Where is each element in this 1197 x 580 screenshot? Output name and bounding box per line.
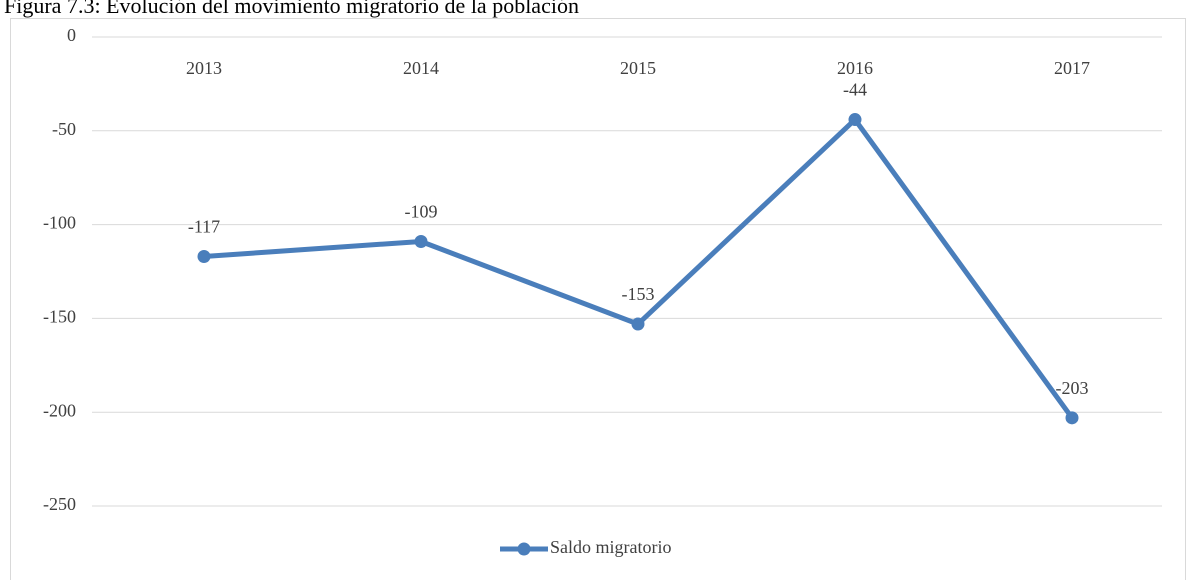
- y-tick-label: -100: [43, 213, 76, 233]
- data-label: -153: [622, 284, 655, 304]
- data-label: -117: [188, 217, 220, 237]
- chart-title: Figura 7.3: Evolución del movimiento mig…: [4, 0, 579, 18]
- data-point: [1065, 411, 1079, 425]
- legend-marker: [517, 542, 531, 556]
- y-tick-label: -250: [43, 494, 76, 514]
- legend-label: Saldo migratorio: [550, 537, 671, 557]
- data-point: [848, 113, 862, 127]
- y-tick-label: -150: [43, 307, 76, 327]
- data-point: [631, 317, 645, 331]
- y-tick-label: -50: [52, 119, 76, 139]
- x-tick-label: 2015: [620, 58, 656, 78]
- data-point: [414, 234, 428, 248]
- x-tick-label: 2017: [1054, 58, 1090, 78]
- x-tick-label: 2016: [837, 58, 873, 78]
- x-tick-label: 2014: [403, 58, 439, 78]
- data-label: -44: [843, 80, 867, 100]
- y-tick-label: -200: [43, 400, 76, 420]
- chart-frame: [10, 18, 1186, 580]
- data-label: -203: [1056, 378, 1089, 398]
- y-tick-label: 0: [67, 25, 76, 45]
- data-label: -109: [405, 202, 438, 222]
- data-point: [197, 249, 211, 263]
- x-tick-label: 2013: [186, 58, 222, 78]
